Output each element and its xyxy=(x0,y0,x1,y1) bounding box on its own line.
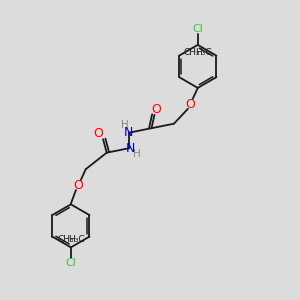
Text: Cl: Cl xyxy=(192,24,203,34)
Text: H₃C: H₃C xyxy=(68,235,84,244)
Text: O: O xyxy=(185,98,195,111)
Text: N: N xyxy=(126,142,135,155)
Text: H₃C: H₃C xyxy=(196,48,212,57)
Text: CH₃: CH₃ xyxy=(57,235,74,244)
Text: O: O xyxy=(151,103,161,116)
Text: N: N xyxy=(124,126,133,139)
Text: O: O xyxy=(94,128,103,140)
Text: H: H xyxy=(133,148,141,159)
Text: O: O xyxy=(74,179,83,192)
Text: Cl: Cl xyxy=(65,258,76,268)
Text: CH₃: CH₃ xyxy=(183,48,200,57)
Text: H: H xyxy=(121,120,128,130)
